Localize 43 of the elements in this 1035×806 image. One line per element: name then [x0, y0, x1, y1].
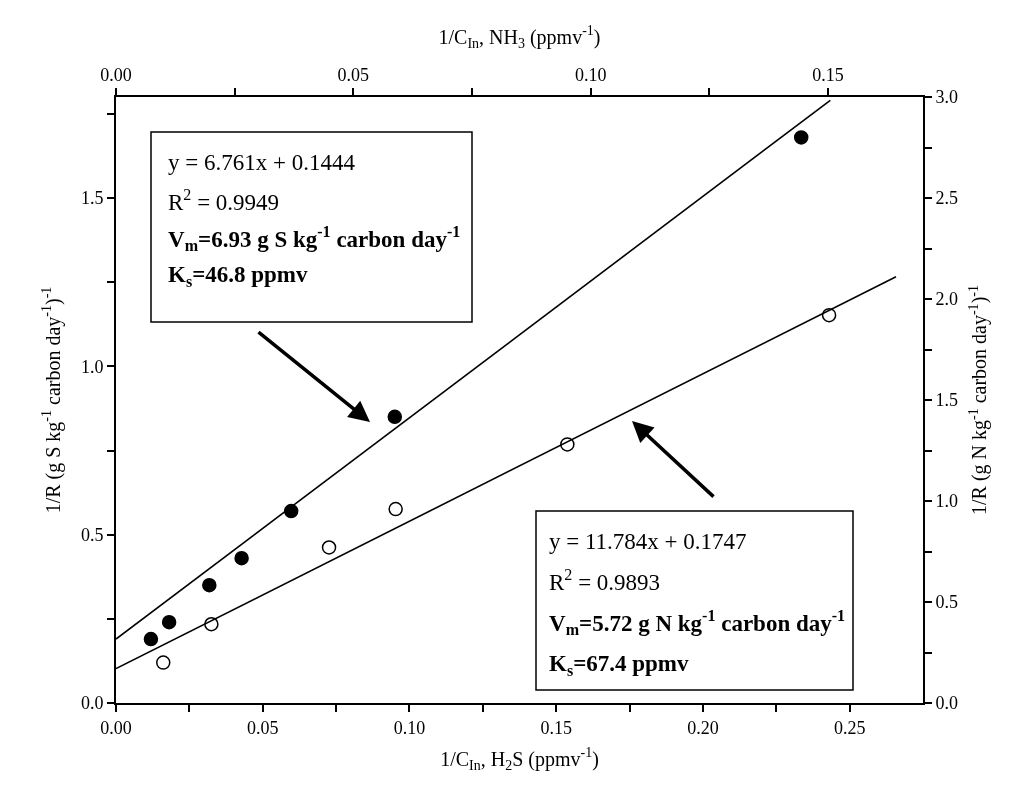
annotation: y = 6.761x + 0.1444	[168, 150, 356, 175]
point	[793, 130, 809, 145]
x2-axis-title: 1/C$_{In}$, NH$_{3}$ (ppmv$^{-1}$)	[438, 23, 601, 51]
annotation: V$_{m}$=6.93 g S kg$^{-1}$ carbon day$^{-1}$	[168, 223, 461, 255]
y2-tick-label: 2.5	[935, 188, 959, 209]
x2-tick-label: 0.05	[337, 64, 370, 85]
y2-tick-label: 1.0	[935, 491, 959, 512]
annotation: V$_{m}$=5.72 g N kg$^{-1}$ carbon day$^{-1}$	[549, 607, 846, 639]
point	[202, 577, 217, 593]
x-tick-label: 0.25	[833, 717, 866, 738]
x-tick-label: 0.20	[687, 717, 719, 738]
annotation: R$^{2}$ = 0.9893	[549, 566, 661, 595]
annotation: K$_{s}$=46.8 ppmv	[168, 262, 308, 290]
annotation: R$^{2}$ = 0.9949	[168, 186, 280, 215]
point	[821, 307, 837, 323]
point	[161, 614, 177, 630]
y-tick-label: 0.0	[80, 693, 104, 714]
point	[321, 540, 337, 555]
point	[234, 550, 249, 566]
point	[143, 631, 159, 647]
x2-tick-label: 0.00	[100, 64, 132, 85]
point	[204, 616, 219, 632]
x-axis-title: 1/C$_{In}$, H$_{2}$S (ppmv$^{-1}$)	[440, 745, 599, 773]
point	[388, 501, 403, 517]
x-tick-label: 0.15	[540, 717, 572, 738]
x-tick-label: 0.05	[246, 717, 279, 738]
annotation: K$_{s}$=67.4 ppmv	[549, 651, 689, 679]
y2-tick-label: 0.5	[935, 592, 959, 613]
x-tick-label: 0.10	[393, 717, 426, 738]
point	[560, 437, 575, 452]
y-tick-label: 1.5	[80, 188, 104, 209]
y2-tick-label: 1.5	[935, 390, 959, 411]
x2-tick-label: 0.10	[574, 64, 607, 85]
point	[156, 655, 171, 670]
x-tick-label: 0.00	[100, 717, 132, 738]
x2-tick-label: 0.15	[812, 64, 844, 85]
y2-tick-label: 0.0	[935, 693, 959, 714]
point	[387, 409, 403, 425]
y-tick-label: 1.0	[80, 356, 104, 377]
y2-tick-label: 3.0	[935, 87, 959, 108]
y2-tick-label: 2.0	[935, 289, 959, 310]
y-tick-label: 0.5	[80, 524, 104, 545]
annotation: y = 11.784x + 0.1747	[549, 529, 747, 554]
